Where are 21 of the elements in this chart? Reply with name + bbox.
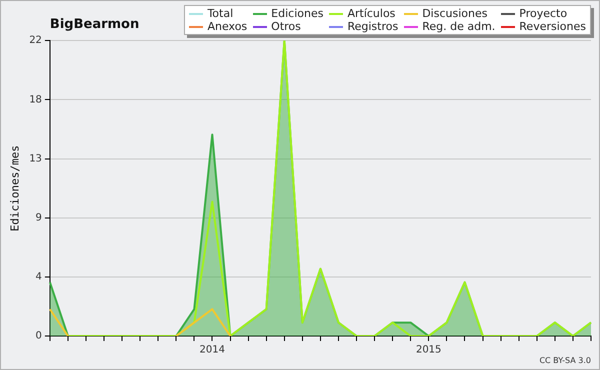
y-tick-label: 22 [29,35,42,46]
legend-label: Reg. de adm. [421,20,496,33]
y-tick-label: 9 [36,212,42,224]
legend-label: Reversiones [518,20,586,33]
y-tick-label: 0 [36,330,42,342]
legend-label: Total [206,7,234,20]
chart-title: BigBearmon [50,17,140,32]
legend-label: Otros [270,20,302,33]
legend-label: Ediciones [270,7,324,20]
legend-label: Proyecto [518,7,568,20]
x-tick-label: 2015 [416,344,442,356]
legend-label: Anexos [206,20,248,33]
text: CC BY-SA 3.0 [539,356,591,366]
legend-label: Discusiones [421,7,488,20]
y-axis-title: Ediciones/mes [8,145,22,232]
x-tick-label: 2014 [200,344,225,356]
legend-label: Artículos [346,7,396,20]
y-tick-label: 13 [29,153,42,164]
y-tick-label: 4 [36,272,42,283]
y-tick-label: 18 [29,94,42,106]
legend-label: Registros [346,20,398,33]
